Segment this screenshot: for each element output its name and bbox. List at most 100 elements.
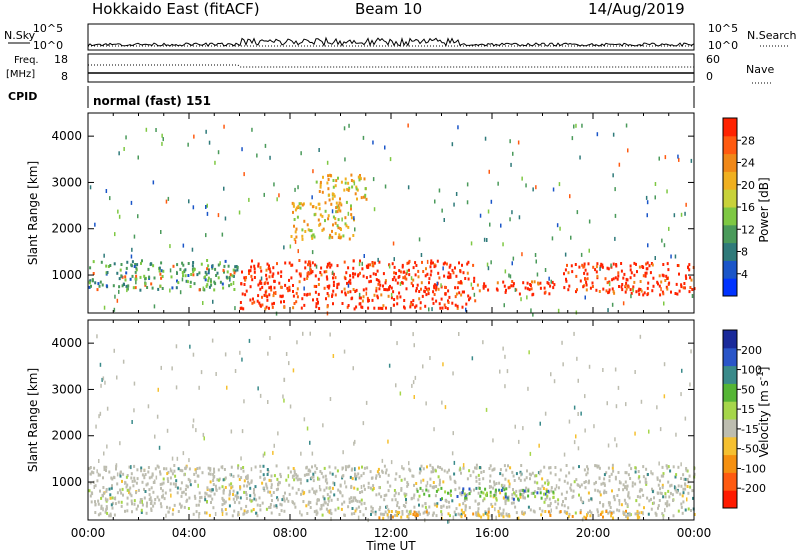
echo-cell [396,513,399,517]
echo-cell [113,513,116,517]
echo-cell [350,496,353,500]
echo-cell [470,282,473,287]
echo-cell [125,284,128,288]
echo-cell [319,180,322,184]
echo-cell [440,467,443,471]
echo-cell [189,344,191,349]
echo-cell [335,210,338,214]
echo-cell [224,352,227,357]
echo-cell [251,127,253,132]
echo-cell [359,259,361,263]
echo-cell [409,303,412,307]
echo-cell [307,263,309,267]
echo-cell [690,349,692,354]
echo-cell [177,510,180,513]
echo-cell [449,477,452,481]
echo-cell [273,474,276,478]
echo-cell [607,308,609,313]
echo-cell [458,486,461,490]
echo-cell [353,512,356,515]
echo-cell [662,474,665,478]
echo-cell [486,491,488,495]
echo-cell [238,478,241,481]
echo-cell [208,513,211,517]
echo-cell [583,468,586,472]
echo-cell [500,223,502,228]
echo-cell [236,496,238,501]
echo-cell [268,293,271,297]
echo-cell [545,490,548,494]
echo-cell [163,467,165,471]
echo-cell [365,400,368,405]
echo-cell [334,474,337,478]
echo-cell [642,465,645,469]
echo-cell [558,182,561,187]
echo-cell [623,272,626,276]
echo-cell [150,282,153,286]
echo-cell [228,489,231,493]
echo-cell [587,481,590,485]
echo-cell [642,475,645,479]
echo-cell [299,478,302,482]
echo-cell [608,288,611,292]
echo-cell [686,469,689,473]
echo-cell [103,465,106,469]
echo-cell [466,477,469,481]
date-title: 14/Aug/2019 [588,0,685,18]
echo-cell [156,414,159,419]
echo-cell [584,486,587,490]
echo-cell [396,296,399,300]
echo-cell [586,513,589,517]
echo-cell [363,254,365,258]
echo-cell [365,276,368,280]
echo-cell [272,266,275,270]
echo-cell [676,490,679,494]
echo-cell [405,492,408,496]
echo-cell [345,485,348,489]
echo-cell [395,510,397,513]
echo-cell [340,203,343,207]
echo-cell [431,297,434,301]
echo-cell [184,492,187,496]
echo-cell [382,272,385,276]
echo-cell [306,272,309,276]
echo-cell [362,295,365,299]
echo-cell [638,515,641,519]
echo-cell [568,419,571,424]
echo-cell [292,210,294,214]
echo-cell [291,263,294,267]
echo-cell [691,288,694,291]
echo-cell [265,507,268,511]
echo-cell [230,429,233,434]
echo-cell [544,481,547,485]
echo-cell [360,498,363,502]
echo-cell [113,348,115,353]
echo-cell [384,288,387,292]
echo-cell [357,505,360,509]
echo-cell [655,513,658,517]
echo-cell [515,472,518,476]
echo-cell [176,486,179,490]
echo-cell [258,301,261,305]
echo-cell [211,488,214,492]
echo-cell [601,510,604,514]
echo-cell [223,468,226,471]
echo-cell [519,492,522,496]
echo-cell [379,512,382,516]
echo-cell [614,367,617,372]
echo-cell [334,508,337,512]
echo-cell [251,301,254,305]
echo-cell [207,276,210,280]
echo-cell [362,471,365,475]
echo-cell [347,188,350,192]
echo-cell [318,477,321,481]
echo-cell [460,293,463,297]
echo-cell [408,467,411,471]
echo-cell [166,428,169,433]
echo-cell [457,281,460,285]
echo-cell [311,250,314,255]
echo-cell [308,272,311,276]
echo-cell [273,182,275,187]
echo-cell [669,469,672,473]
echo-cell [343,260,346,264]
